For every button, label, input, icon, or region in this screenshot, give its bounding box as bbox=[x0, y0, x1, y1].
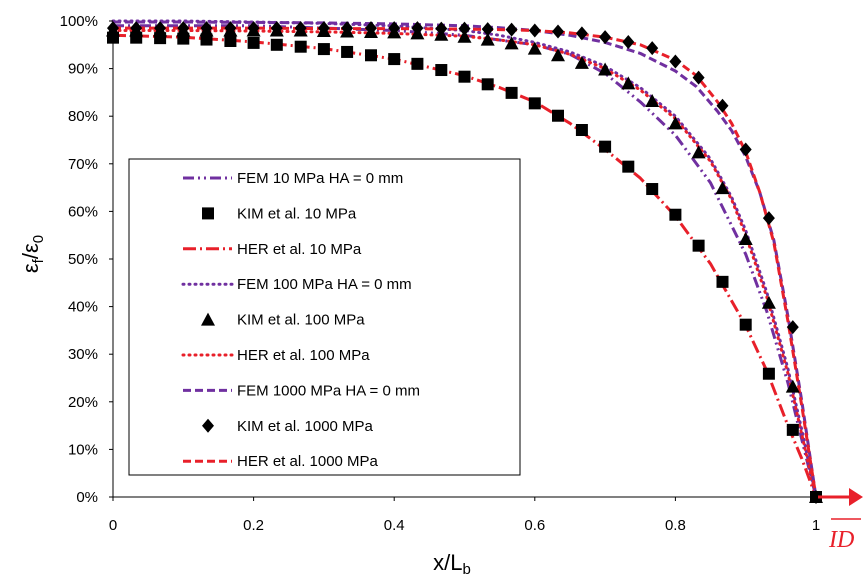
id-arrow: ID bbox=[818, 488, 863, 553]
data-point bbox=[506, 23, 518, 37]
data-point bbox=[740, 319, 752, 331]
x-tick-label: 1 bbox=[812, 517, 820, 534]
id-arrow-head bbox=[849, 488, 863, 506]
data-point bbox=[576, 124, 588, 136]
y-tick-label: 90% bbox=[68, 61, 98, 78]
legend-label: FEM 10 MPa HA = 0 mm bbox=[237, 170, 403, 187]
x-tick-label: 0.4 bbox=[384, 517, 405, 534]
y-axis-title: εf/ε0 bbox=[18, 235, 47, 273]
legend-label: FEM 100 MPa HA = 0 mm bbox=[237, 276, 412, 293]
x-tick-label: 0.6 bbox=[524, 517, 545, 534]
legend-label: HER et al. 10 MPa bbox=[237, 241, 362, 258]
legend-label: KIM et al. 1000 MPa bbox=[237, 418, 374, 435]
data-point bbox=[365, 49, 377, 61]
y-tick-label: 80% bbox=[68, 108, 98, 125]
y-tick-label: 40% bbox=[68, 299, 98, 316]
data-point bbox=[599, 30, 611, 44]
x-tick-label: 0 bbox=[109, 517, 117, 534]
legend-label: FEM 1000 MPa HA = 0 mm bbox=[237, 382, 420, 399]
data-point bbox=[599, 141, 611, 153]
y-tick-label: 50% bbox=[68, 251, 98, 268]
id-label: ID bbox=[828, 527, 854, 553]
data-point bbox=[669, 54, 681, 68]
legend: FEM 10 MPa HA = 0 mm KIM et al. 10 MPa HER… bbox=[129, 159, 520, 475]
y-tick-label: 60% bbox=[68, 203, 98, 220]
y-tick-label: 100% bbox=[60, 13, 98, 30]
data-point bbox=[552, 24, 564, 38]
data-point bbox=[693, 240, 705, 252]
data-point bbox=[717, 276, 729, 288]
data-point bbox=[271, 39, 283, 51]
data-point bbox=[622, 35, 634, 49]
data-point bbox=[622, 161, 634, 173]
data-point bbox=[646, 183, 658, 195]
data-point bbox=[552, 110, 564, 122]
data-point bbox=[787, 424, 799, 436]
y-tick-label: 70% bbox=[68, 156, 98, 173]
legend-label: KIM et al. 10 MPa bbox=[237, 205, 357, 222]
data-point bbox=[248, 37, 260, 49]
data-point bbox=[388, 53, 400, 65]
data-point bbox=[411, 58, 423, 70]
data-point bbox=[669, 209, 681, 221]
data-point bbox=[506, 87, 518, 99]
data-point bbox=[435, 64, 447, 76]
legend-label: HER et al. 1000 MPa bbox=[237, 453, 379, 470]
y-tick-label: 0% bbox=[76, 489, 98, 506]
data-point bbox=[459, 71, 471, 83]
data-point bbox=[739, 232, 753, 245]
legend-marker bbox=[202, 207, 214, 219]
data-point bbox=[482, 78, 494, 90]
data-point bbox=[529, 24, 541, 38]
y-tick-label: 10% bbox=[68, 441, 98, 458]
y-tick-label: 30% bbox=[68, 346, 98, 363]
data-point bbox=[295, 41, 307, 53]
data-point bbox=[763, 368, 775, 380]
x-tick-label: 0.2 bbox=[243, 517, 264, 534]
data-point bbox=[459, 22, 471, 36]
data-point bbox=[224, 35, 236, 47]
data-point bbox=[341, 46, 353, 58]
data-point bbox=[529, 97, 541, 109]
y-tick-label: 20% bbox=[68, 394, 98, 411]
data-point bbox=[762, 296, 776, 309]
legend-label: HER et al. 100 MPa bbox=[237, 347, 370, 364]
x-axis-title: x/Lb bbox=[433, 550, 471, 576]
data-point bbox=[318, 43, 330, 55]
legend-label: KIM et al. 100 MPa bbox=[237, 312, 365, 329]
x-tick-label: 0.8 bbox=[665, 517, 686, 534]
